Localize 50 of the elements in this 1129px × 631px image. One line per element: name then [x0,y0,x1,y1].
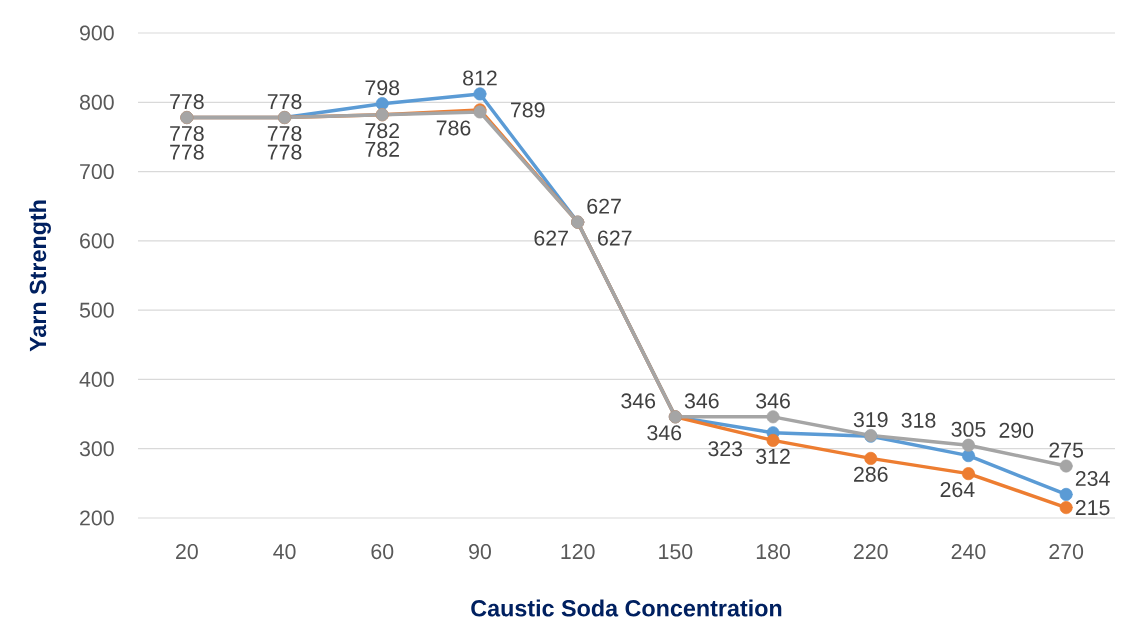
data-label: 264 [940,482,975,498]
data-label: 234 [1075,470,1110,487]
x-axis-title: Caustic Soda Concentration [471,599,782,617]
data-label: 346 [684,393,719,409]
x-tick-label: 150 [659,544,693,560]
data-label: 782 [365,141,399,157]
data-label: 346 [621,393,656,409]
data-label: 286 [854,466,888,482]
x-tick-label: 240 [951,544,986,560]
data-label: 215 [1075,500,1110,516]
data-label: 778 [170,125,204,142]
data-label: 346 [756,393,790,409]
data-label: 290 [999,422,1034,438]
data-label: 812 [463,70,497,86]
y-axis-title: Yarn Strength [29,200,51,352]
data-label: 782 [365,123,399,139]
x-tick-label: 40 [273,544,296,560]
data-label: 627 [587,198,621,214]
y-tick-label: 500 [79,302,114,318]
data-label: 786 [436,120,471,136]
y-tick-label: 400 [79,371,114,387]
data-label: 627 [534,230,568,246]
data-label: 318 [901,412,936,428]
x-tick-label: 90 [469,544,491,560]
data-label: 798 [365,80,400,96]
data-label: 789 [511,102,545,118]
y-tick-label: 600 [80,233,114,249]
y-tick-label: 700 [80,164,114,180]
y-tick-label: 800 [79,94,114,110]
x-tick-label: 220 [854,544,888,560]
x-tick-label: 60 [371,544,394,560]
data-label: 346 [647,425,682,441]
data-label: 778 [267,94,302,110]
y-tick-label: 900 [80,25,114,41]
data-label: 778 [170,144,204,160]
data-label: 275 [1049,442,1084,458]
data-label: 627 [598,230,632,246]
x-tick-label: 270 [1049,544,1084,560]
x-tick-label: 20 [176,544,198,560]
data-label: 312 [756,448,790,464]
data-label: 778 [267,144,302,160]
data-label: 319 [853,412,888,428]
x-tick-label: 120 [561,544,595,560]
data-label: 778 [267,125,302,142]
y-tick-label: 300 [79,441,114,457]
x-tick-label: 180 [756,544,790,560]
data-label: 305 [951,421,986,437]
data-label: 778 [170,94,204,110]
y-tick-label: 200 [80,510,114,526]
data-label: 323 [708,441,743,457]
